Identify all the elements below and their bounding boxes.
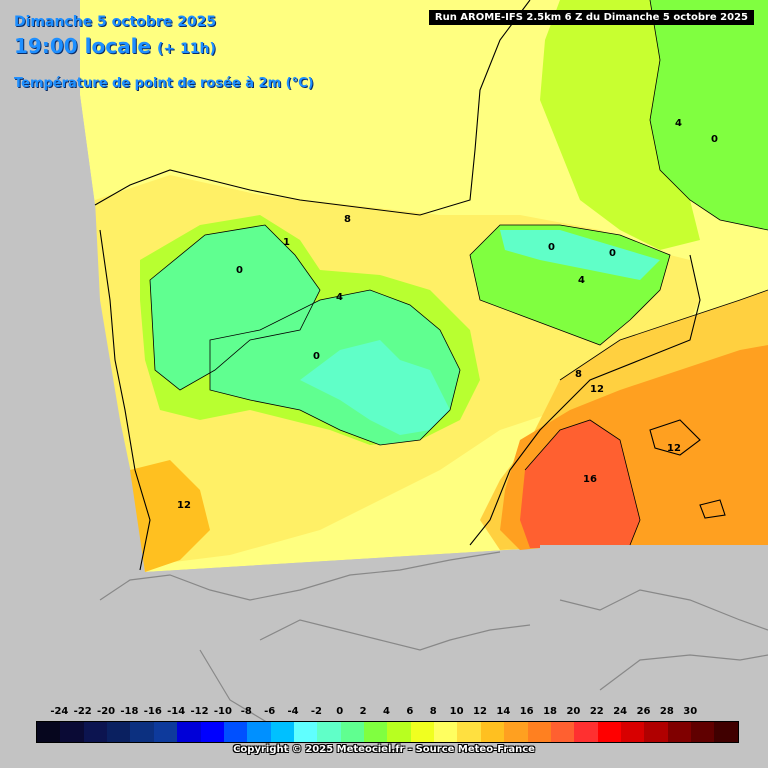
zone-16-to-20 — [520, 420, 640, 548]
contour-label: 8 — [575, 369, 582, 380]
legend-swatch — [130, 722, 154, 742]
legend-tick-label: 22 — [589, 706, 604, 717]
legend-tick-label: 6 — [406, 706, 414, 717]
legend-tick-label: -16 — [143, 706, 162, 717]
legend-swatch — [153, 722, 178, 742]
legend-swatch — [410, 722, 435, 742]
forecast-lead-time: (+ 11h) — [157, 41, 216, 57]
legend-tick-label: -20 — [97, 706, 116, 717]
zone-below-0-center — [300, 340, 450, 435]
legend-swatch — [200, 722, 224, 742]
zone-massif-central — [650, 0, 768, 230]
zone-south-warm — [130, 460, 210, 572]
legend-swatch — [691, 722, 715, 742]
legend-tick-label: -12 — [190, 706, 209, 717]
legend-swatch — [527, 722, 551, 742]
contour-label: 0 — [548, 242, 555, 253]
parameter-title: Température de point de rosée à 2m (°C) — [14, 76, 314, 91]
legend-tick-label: -18 — [120, 706, 139, 717]
legend-tick-label: 20 — [566, 706, 581, 717]
contour-lines — [149, 0, 768, 546]
legend-tick-label: -2 — [310, 706, 322, 717]
contour-label: 16 — [583, 474, 597, 485]
land-outlines — [99, 551, 768, 741]
legend-swatch — [247, 722, 271, 742]
legend-tick-label: -22 — [73, 706, 92, 717]
legend-swatch — [387, 722, 411, 742]
contour-label: 0 — [711, 134, 718, 145]
contour-label: 0 — [313, 351, 320, 362]
legend-tick-label: 12 — [472, 706, 487, 717]
legend-swatch — [574, 722, 598, 742]
legend-tick-label: 16 — [519, 706, 534, 717]
contour-label: 8 — [344, 214, 351, 225]
contour-label: 4 — [336, 292, 343, 303]
legend-colorbar — [36, 721, 739, 743]
legend-swatch — [60, 722, 84, 742]
legend-tick-label: -8 — [240, 706, 252, 717]
legend-tick-label: 28 — [659, 706, 674, 717]
legend-swatch — [364, 722, 388, 742]
legend-swatch — [504, 722, 528, 742]
zone-0-to-4-west — [150, 225, 320, 390]
contour-label: 0 — [236, 265, 243, 276]
legend-swatch — [620, 722, 645, 742]
copyright: Copyright © 2025 Meteociel.fr - Source M… — [233, 744, 535, 755]
legend-swatch — [293, 722, 318, 742]
contour-label: 12 — [667, 443, 681, 454]
legend-tick-label: 0 — [336, 706, 344, 717]
legend-swatch — [644, 722, 668, 742]
legend-tick-label: 14 — [496, 706, 511, 717]
legend-tick-label: 24 — [613, 706, 628, 717]
contour-label: 4 — [675, 118, 682, 129]
legend-tick-label: -6 — [264, 706, 276, 717]
legend-swatch — [270, 722, 294, 742]
legend-swatch — [434, 722, 458, 742]
legend-tick-label: -24 — [50, 706, 69, 717]
zone-massif-central-yellowgreen — [540, 0, 700, 250]
forecast-time: 19:00 locale (+ 11h) — [14, 34, 216, 58]
legend-swatch — [550, 722, 575, 742]
legend-swatch — [714, 722, 738, 742]
forecast-time-value: 19:00 locale — [14, 34, 151, 58]
legend-swatch — [480, 722, 505, 742]
legend-tick-label: 30 — [683, 706, 698, 717]
legend-swatch — [177, 722, 201, 742]
contour-label: 4 — [578, 275, 585, 286]
zone-pyrenees-cold — [500, 230, 660, 280]
run-label: Run AROME-IFS 2.5km 6 Z du Dimanche 5 oc… — [428, 10, 754, 25]
legend-tick-label: -10 — [213, 706, 232, 717]
legend-swatch — [457, 722, 481, 742]
legend-swatch — [83, 722, 108, 742]
contour-label: 1 — [283, 237, 290, 248]
contour-label: 0 — [609, 248, 616, 259]
legend-tick-label: 26 — [636, 706, 651, 717]
legend-swatch — [597, 722, 621, 742]
legend-swatch — [667, 722, 692, 742]
contour-labels: 1 0 0 4 0 8 0 4 0 4 8 12 12 12 16 — [177, 118, 718, 511]
legend-swatch — [223, 722, 248, 742]
legend-ticks: -24 -22 -20 -18 -16 -14 -12 -10 -8 -6 -4 -2 0 2 4 6 8 10 1… — [36, 706, 737, 720]
contour-label: 12 — [177, 500, 191, 511]
legend-swatch — [340, 722, 365, 742]
legend-tick-label: 4 — [383, 706, 390, 717]
legend-swatch — [317, 722, 341, 742]
legend-tick-label: 8 — [429, 706, 437, 717]
forecast-date: Dimanche 5 octobre 2025 — [14, 14, 217, 30]
legend-tick-label: 18 — [543, 706, 558, 717]
legend-tick-label: -4 — [287, 706, 299, 717]
legend-swatch — [37, 722, 61, 742]
legend-tick-label: -14 — [167, 706, 186, 717]
legend-tick-label: 2 — [359, 706, 367, 717]
coastlines — [94, 0, 726, 571]
legend-tick-label: 10 — [449, 706, 464, 717]
contour-label: 12 — [590, 384, 604, 395]
legend-swatch — [107, 722, 131, 742]
